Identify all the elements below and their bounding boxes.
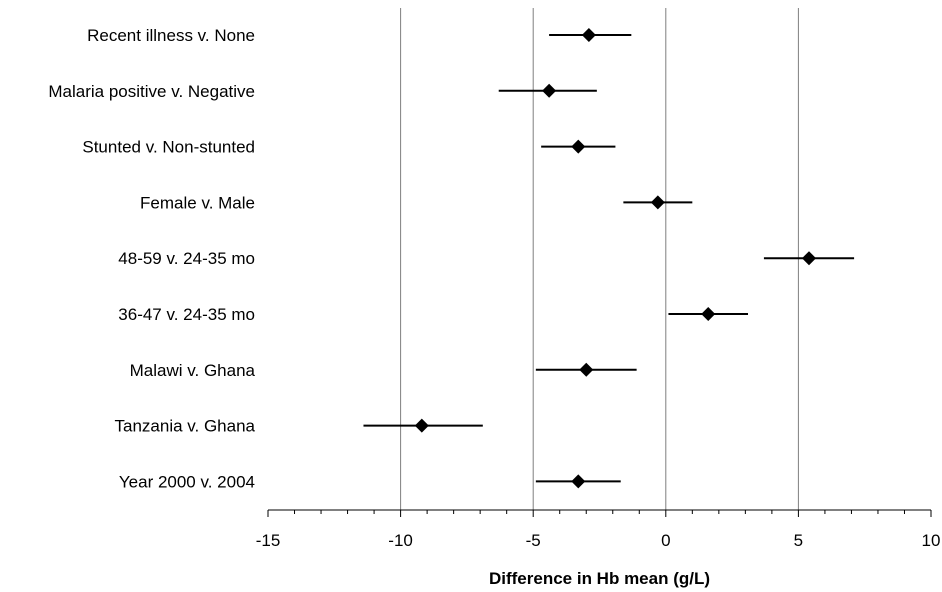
x-tick-label: 10 [922,531,941,550]
estimate-marker [650,195,665,210]
category-label: Recent illness v. None [87,26,255,45]
category-label: 36-47 v. 24-35 mo [118,305,255,324]
category-label: Malaria positive v. Negative [48,82,255,101]
estimate-marker [581,28,596,42]
category-label: Tanzania v. Ghana [115,417,256,436]
estimate-marker [571,139,586,154]
category-label: 48-59 v. 24-35 mo [118,249,255,268]
estimate-marker [701,307,716,321]
x-tick-label: 0 [661,531,670,550]
category-label: Stunted v. Non-stunted [82,138,255,157]
estimate-marker [571,474,586,489]
x-axis-ticks: -15 -10 -5 0 5 10 [256,510,941,550]
estimate-marker [579,362,594,377]
x-tick-label: -5 [526,531,541,550]
gridlines [400,8,799,510]
x-tick-label: -10 [388,531,413,550]
estimate-marker [414,418,429,433]
estimates-series [363,28,855,489]
x-axis-title: Difference in Hb mean (g/L) [489,569,710,588]
x-tick-label: 5 [794,531,803,550]
category-label: Year 2000 v. 2004 [119,472,255,491]
estimate-marker [542,83,557,98]
category-labels: Recent illness v. None Malaria positive v… [48,26,255,491]
category-label: Malawi v. Ghana [130,361,256,380]
category-label: Female v. Male [140,193,255,212]
x-tick-label: -15 [256,531,281,550]
estimate-marker [802,251,817,266]
